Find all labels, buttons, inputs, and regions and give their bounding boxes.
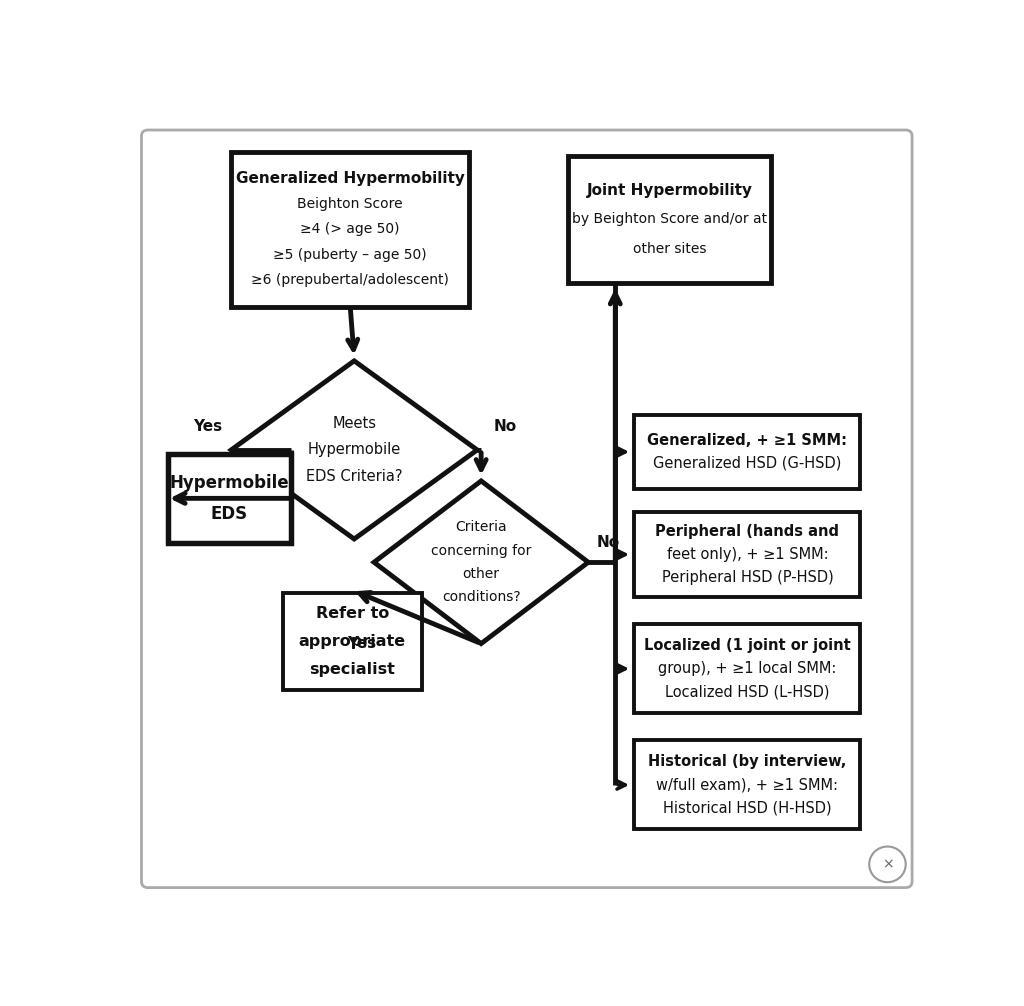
Text: Refer to: Refer to: [315, 607, 389, 622]
Text: Hypermobile: Hypermobile: [307, 443, 400, 458]
Polygon shape: [231, 361, 477, 539]
Text: Historical HSD (H-HSD): Historical HSD (H-HSD): [664, 801, 831, 816]
Text: Yes: Yes: [347, 636, 377, 651]
Text: specialist: specialist: [309, 662, 395, 677]
Text: group), + ≥1 local SMM:: group), + ≥1 local SMM:: [658, 661, 837, 676]
Text: ≥5 (puberty – age 50): ≥5 (puberty – age 50): [273, 247, 427, 262]
Text: by Beighton Score and/or at: by Beighton Score and/or at: [572, 212, 767, 226]
Text: Generalized Hypermobility: Generalized Hypermobility: [236, 171, 465, 185]
Text: Generalized HSD (G-HSD): Generalized HSD (G-HSD): [653, 456, 842, 471]
FancyBboxPatch shape: [634, 512, 860, 598]
Text: EDS: EDS: [211, 505, 248, 523]
FancyBboxPatch shape: [634, 624, 860, 713]
Text: other: other: [463, 566, 500, 580]
Text: Meets: Meets: [332, 416, 376, 432]
Text: No: No: [494, 420, 516, 435]
Text: Criteria: Criteria: [456, 520, 507, 534]
Text: Peripheral (hands and: Peripheral (hands and: [655, 524, 840, 539]
FancyBboxPatch shape: [141, 130, 912, 887]
Text: Historical (by interview,: Historical (by interview,: [648, 754, 847, 770]
Polygon shape: [374, 481, 588, 644]
Text: Generalized, + ≥1 SMM:: Generalized, + ≥1 SMM:: [647, 433, 848, 448]
Text: Peripheral HSD (P-HSD): Peripheral HSD (P-HSD): [662, 570, 834, 585]
Text: No: No: [597, 535, 620, 550]
Text: Beighton Score: Beighton Score: [297, 196, 403, 210]
Text: concerning for: concerning for: [431, 543, 531, 557]
Text: ≥4 (> age 50): ≥4 (> age 50): [300, 222, 400, 236]
Text: appropriate: appropriate: [299, 634, 406, 649]
FancyBboxPatch shape: [283, 594, 422, 690]
Text: conditions?: conditions?: [441, 591, 520, 605]
Text: feet only), + ≥1 SMM:: feet only), + ≥1 SMM:: [667, 547, 828, 562]
Text: Joint Hypermobility: Joint Hypermobility: [587, 182, 753, 197]
Circle shape: [869, 846, 905, 882]
Text: Localized (1 joint or joint: Localized (1 joint or joint: [644, 638, 851, 653]
FancyBboxPatch shape: [568, 156, 771, 284]
Text: w/full exam), + ≥1 SMM:: w/full exam), + ≥1 SMM:: [656, 778, 839, 793]
Text: Hypermobile: Hypermobile: [169, 474, 289, 492]
Text: other sites: other sites: [633, 241, 707, 256]
Text: Localized HSD (L-HSD): Localized HSD (L-HSD): [666, 684, 829, 699]
Text: ×: ×: [882, 857, 893, 871]
FancyBboxPatch shape: [168, 454, 291, 543]
FancyBboxPatch shape: [634, 415, 860, 489]
FancyBboxPatch shape: [231, 152, 469, 307]
Text: ≥6 (prepubertal/adolescent): ≥6 (prepubertal/adolescent): [251, 274, 450, 288]
FancyBboxPatch shape: [634, 740, 860, 830]
Text: EDS Criteria?: EDS Criteria?: [306, 469, 402, 484]
Text: Yes: Yes: [193, 420, 222, 435]
